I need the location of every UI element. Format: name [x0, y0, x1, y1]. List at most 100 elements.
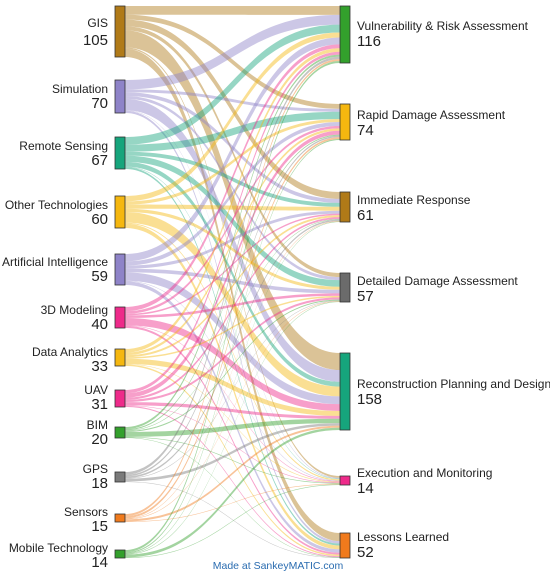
flow-link-9-2[interactable] — [125, 219, 340, 479]
flow-link-5-3[interactable] — [125, 293, 340, 319]
flow-link-2-0[interactable] — [125, 24, 340, 145]
target-node[interactable] — [339, 5, 351, 64]
flow-link-11-3[interactable] — [125, 301, 340, 555]
flow-link-4-6[interactable] — [125, 281, 340, 553]
flow-link-5-5[interactable] — [125, 325, 340, 482]
flow-link-2-4[interactable] — [125, 161, 340, 387]
flow-link-9-3[interactable] — [125, 300, 340, 479]
source-node[interactable] — [114, 549, 126, 559]
flow-link-4-1[interactable] — [125, 122, 340, 266]
target-node[interactable] — [339, 352, 351, 431]
flow-link-7-6[interactable] — [125, 405, 340, 558]
credit-text[interactable]: Made at SankeyMATIC.com — [213, 560, 344, 572]
source-node[interactable] — [114, 513, 126, 523]
flow-link-8-6[interactable] — [125, 437, 340, 558]
flow-link-9-6[interactable] — [125, 481, 340, 558]
flow-link-6-2[interactable] — [125, 215, 340, 358]
flow-link-11-2[interactable] — [125, 221, 340, 555]
flow-link-8-0[interactable] — [125, 54, 340, 430]
flow-link-11-5[interactable] — [125, 484, 340, 558]
flow-link-0-1[interactable] — [125, 14, 340, 109]
source-node[interactable] — [114, 471, 126, 483]
flow-link-1-1[interactable] — [125, 89, 340, 112]
flow-link-10-4[interactable] — [125, 425, 340, 522]
source-node[interactable] — [114, 389, 126, 408]
flow-link-2-1[interactable] — [125, 111, 340, 152]
flow-link-1-0[interactable] — [125, 14, 340, 90]
flow-link-1-3[interactable] — [125, 96, 340, 281]
flow-link-1-5[interactable] — [125, 110, 340, 479]
flow-link-8-3[interactable] — [125, 299, 340, 432]
flow-link-0-5[interactable] — [125, 47, 340, 478]
flow-link-1-2[interactable] — [125, 92, 340, 203]
source-node[interactable] — [114, 5, 126, 58]
flow-link-6-3[interactable] — [125, 295, 340, 359]
flow-link-8-5[interactable] — [125, 436, 340, 484]
flow-link-5-2[interactable] — [125, 213, 340, 316]
flow-link-10-2[interactable] — [125, 221, 340, 519]
flow-link-11-0[interactable] — [125, 61, 340, 553]
flow-link-7-1[interactable] — [125, 130, 340, 398]
flow-link-2-6[interactable] — [125, 167, 340, 546]
flow-link-10-1[interactable] — [125, 137, 340, 519]
flow-link-11-4[interactable] — [125, 427, 340, 558]
target-node[interactable] — [339, 272, 351, 303]
flow-link-3-1[interactable] — [125, 119, 340, 205]
flow-link-10-0[interactable] — [125, 59, 340, 517]
flow-link-5-6[interactable] — [125, 325, 340, 555]
flow-link-7-4[interactable] — [125, 402, 340, 419]
flow-link-5-0[interactable] — [125, 44, 340, 312]
flow-link-6-1[interactable] — [125, 128, 340, 356]
flow-link-9-1[interactable] — [125, 135, 340, 477]
target-node[interactable] — [339, 532, 351, 559]
flow-link-6-4[interactable] — [125, 358, 340, 416]
flow-link-4-5[interactable] — [125, 280, 340, 482]
source-node[interactable] — [114, 253, 126, 286]
flow-link-3-6[interactable] — [125, 223, 340, 550]
flow-link-7-0[interactable] — [125, 51, 340, 394]
flow-link-6-6[interactable] — [125, 364, 340, 557]
flow-link-3-5[interactable] — [125, 222, 340, 481]
flow-link-4-0[interactable] — [125, 37, 340, 262]
target-node[interactable] — [339, 103, 351, 141]
flow-link-3-0[interactable] — [125, 32, 340, 202]
flow-link-11-1[interactable] — [125, 139, 340, 554]
flow-link-0-3[interactable] — [125, 26, 340, 278]
flow-link-8-2[interactable] — [125, 219, 340, 431]
flow-link-6-5[interactable] — [125, 363, 340, 483]
flow-link-9-4[interactable] — [125, 423, 340, 482]
flow-link-10-3[interactable] — [125, 300, 340, 520]
flow-link-5-1[interactable] — [125, 125, 340, 314]
flow-link-0-4[interactable] — [125, 30, 340, 371]
source-node[interactable] — [114, 195, 126, 229]
flow-link-3-4[interactable] — [125, 212, 340, 397]
source-node[interactable] — [114, 426, 126, 439]
flow-link-9-0[interactable] — [125, 56, 340, 475]
flow-link-1-4[interactable] — [125, 98, 340, 382]
flow-link-6-0[interactable] — [125, 48, 340, 353]
flow-link-2-2[interactable] — [125, 151, 340, 207]
flow-link-2-5[interactable] — [125, 166, 340, 480]
source-node[interactable] — [114, 79, 126, 114]
flow-link-8-1[interactable] — [125, 134, 340, 431]
flow-link-3-3[interactable] — [125, 208, 340, 290]
source-node[interactable] — [114, 136, 126, 170]
flow-link-7-5[interactable] — [125, 405, 340, 484]
flow-link-8-4[interactable] — [125, 418, 340, 437]
flow-link-0-0[interactable] — [125, 6, 340, 15]
source-node[interactable] — [114, 348, 126, 367]
flow-link-0-6[interactable] — [125, 48, 340, 542]
target-node[interactable] — [339, 475, 351, 486]
flow-link-0-2[interactable] — [125, 19, 340, 199]
flow-link-10-5[interactable] — [125, 483, 340, 522]
flow-link-7-3[interactable] — [125, 297, 340, 403]
source-node[interactable] — [114, 306, 126, 329]
flow-link-2-3[interactable] — [125, 155, 340, 287]
flow-link-4-2[interactable] — [125, 210, 340, 269]
flow-link-5-4[interactable] — [125, 318, 340, 411]
flow-link-1-6[interactable] — [125, 110, 340, 544]
flow-link-3-2[interactable] — [125, 204, 340, 211]
target-node[interactable] — [339, 191, 351, 223]
flow-link-4-4[interactable] — [125, 272, 340, 405]
flow-link-7-2[interactable] — [125, 217, 340, 400]
